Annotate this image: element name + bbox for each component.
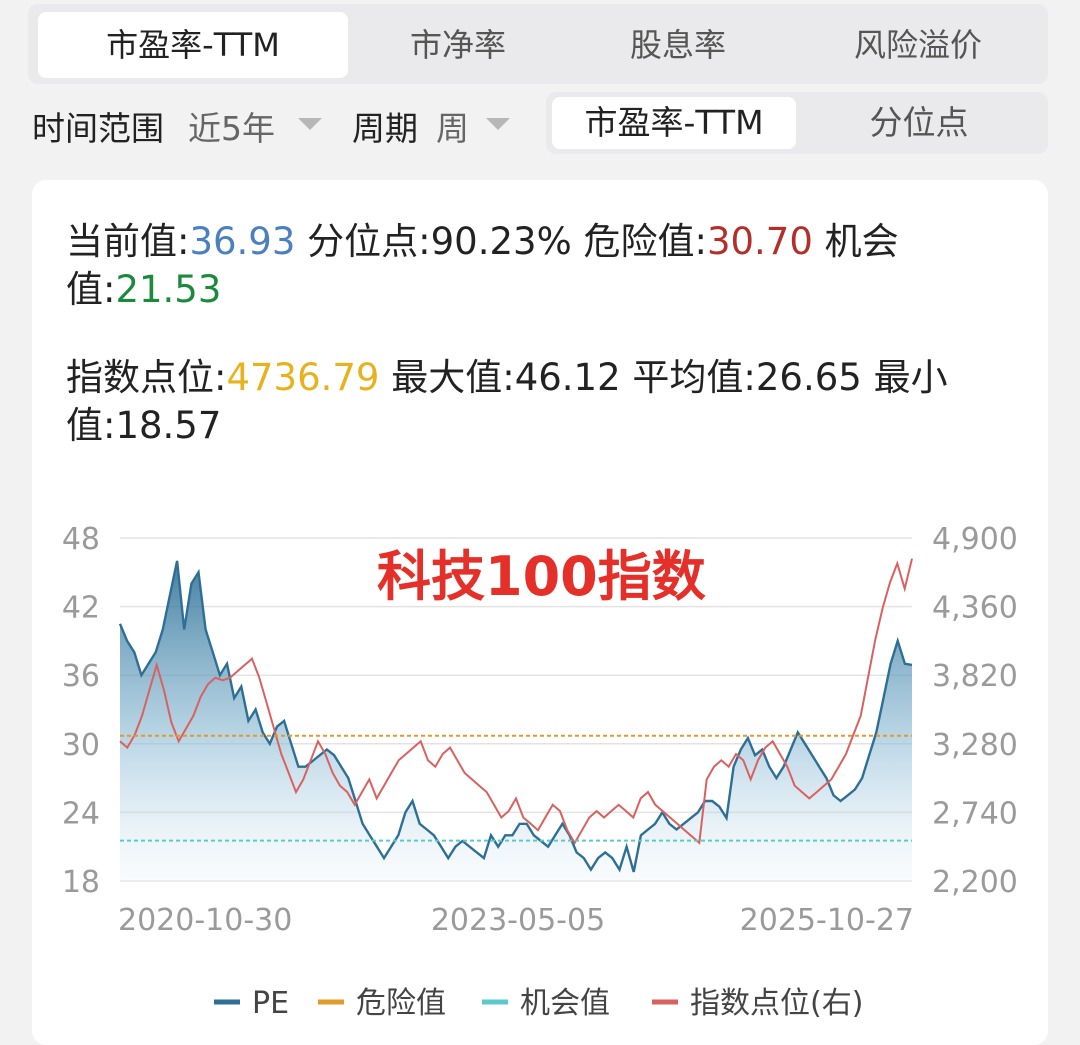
- y-right-tick-label: 4,900: [932, 522, 1018, 557]
- index-label: 指数点位:: [66, 356, 227, 399]
- period-chevron-down-icon[interactable]: [486, 118, 510, 130]
- time-range-label: 时间范围: [32, 109, 164, 148]
- danger-label: 危险值:: [583, 220, 707, 263]
- legend-label: 指数点位(右): [690, 986, 863, 1021]
- mode-pe-ttm-button[interactable]: 市盈率-TTM: [552, 97, 796, 149]
- y-right-tick-label: 4,360: [932, 591, 1018, 626]
- x-tick-label: 2023-05-05: [431, 903, 605, 938]
- stats-line-2: 指数点位:4736.79 最大值:46.12 平均值:26.65 最小值:18.…: [66, 354, 1006, 450]
- tab-risk-premium[interactable]: 风险溢价: [853, 26, 982, 64]
- y-left-tick-label: 36: [62, 659, 100, 694]
- chance-value: 21.53: [115, 268, 222, 311]
- max-value: 46.12: [514, 356, 621, 399]
- x-tick-label: 2025-10-27: [740, 903, 914, 938]
- percentile-value: 90.23%: [430, 220, 572, 263]
- avg-value: 26.65: [755, 356, 862, 399]
- y-right-tick-label: 3,820: [932, 659, 1018, 694]
- danger-value: 30.70: [706, 220, 813, 263]
- x-tick-label: 2020-10-30: [118, 903, 292, 938]
- max-label: 最大值:: [391, 356, 515, 399]
- stats-line-1: 当前值:36.93 分位点:90.23% 危险值:30.70 机会值:21.53: [66, 218, 1006, 314]
- y-right-tick-label: 2,740: [932, 796, 1018, 831]
- valuation-card: 当前值:36.93 分位点:90.23% 危险值:30.70 机会值:21.53…: [32, 180, 1048, 1045]
- chance-label: 机会值:: [66, 220, 899, 311]
- avg-label: 平均值:: [632, 356, 756, 399]
- legend-label: 机会值: [520, 986, 610, 1021]
- period-label: 周期: [352, 109, 418, 148]
- pe-area: [120, 560, 912, 881]
- y-left-tick-label: 18: [62, 865, 100, 900]
- chart-mode-toggle: 市盈率-TTM 分位点: [546, 92, 1048, 154]
- current-label: 当前值:: [66, 220, 190, 263]
- time-range-chevron-down-icon[interactable]: [298, 118, 322, 130]
- y-left-tick-label: 48: [62, 522, 100, 557]
- pe-series-line: [118, 560, 913, 873]
- min-value: 18.57: [115, 404, 222, 447]
- indicator-tabs: 市盈率-TTM 市净率 股息率 风险溢价: [28, 4, 1048, 84]
- min-label: 最小值:: [66, 356, 948, 447]
- y-left-tick-label: 24: [62, 796, 100, 831]
- y-left-tick-label: 30: [62, 728, 100, 763]
- chart-annotation: 科技100指数: [377, 545, 706, 608]
- time-range-dropdown[interactable]: 近5年: [188, 109, 275, 148]
- period-dropdown[interactable]: 周: [436, 109, 469, 148]
- index-series-line: [119, 558, 913, 845]
- legend-label: PE: [252, 986, 289, 1021]
- index-value: 4736.79: [226, 356, 380, 399]
- percentile-label: 分位点:: [307, 220, 431, 263]
- tab-dividend-yield[interactable]: 股息率: [629, 26, 726, 64]
- y-left-tick-label: 42: [62, 591, 100, 626]
- y-right-tick-label: 2,200: [932, 865, 1018, 900]
- tab-pb[interactable]: 市净率: [409, 26, 506, 64]
- legend-label: 危险值: [356, 986, 446, 1021]
- tab-pe-ttm[interactable]: 市盈率-TTM: [38, 12, 348, 78]
- current-value: 36.93: [189, 220, 296, 263]
- mode-percentile-button[interactable]: 分位点: [869, 103, 969, 142]
- filter-bar: 时间范围 近5年 周期 周 市盈率-TTM 分位点: [0, 92, 1080, 162]
- pe-chart: 18 24 30 36 42 48 2,200 2,740 3,280 3,820 4,360 4,…: [62, 522, 1018, 1021]
- y-right-tick-label: 3,280: [932, 728, 1018, 763]
